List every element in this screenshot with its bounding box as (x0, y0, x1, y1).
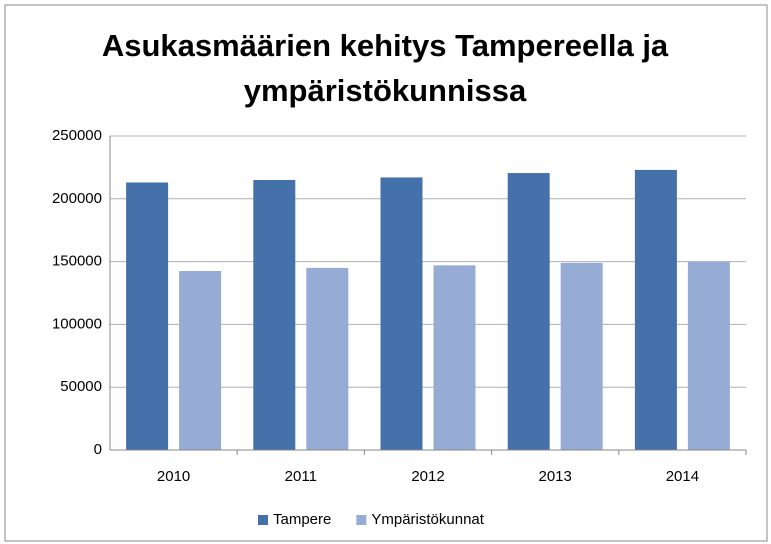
x-tick-label: 2013 (539, 468, 572, 485)
legend-label: Ympäristökunnat (371, 511, 484, 528)
chart-title: Asukasmäärien kehitys Tampereella ja (102, 28, 669, 63)
bar (179, 271, 222, 450)
bar (560, 262, 603, 450)
bar (634, 169, 677, 451)
x-tick-label: 2010 (157, 468, 190, 485)
bar (126, 182, 169, 451)
y-tick-label: 50000 (60, 378, 102, 395)
bar (380, 177, 423, 450)
x-tick-label: 2011 (285, 468, 317, 485)
y-tick-label: 0 (94, 441, 102, 458)
legend-label: Tampere (273, 511, 331, 528)
bar (507, 173, 550, 450)
y-tick-label: 100000 (52, 315, 102, 332)
y-tick-label: 200000 (52, 190, 102, 207)
bar (433, 265, 476, 450)
y-tick-label: 150000 (52, 253, 102, 270)
y-tick-label: 250000 (52, 127, 102, 144)
bar (687, 261, 730, 450)
bar (306, 267, 349, 450)
legend-swatch (258, 515, 268, 525)
legend-swatch (356, 515, 367, 525)
chart-title: ympäristökunnissa (244, 73, 527, 108)
x-tick-label: 2012 (411, 468, 444, 485)
bar (253, 179, 296, 450)
x-tick-label: 2014 (666, 468, 699, 485)
